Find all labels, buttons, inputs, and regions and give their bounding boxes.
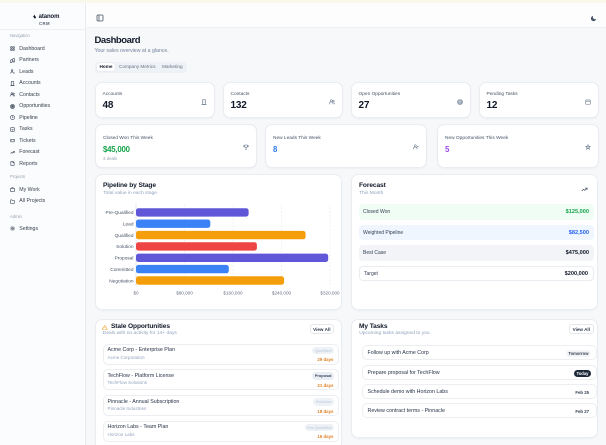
- svg-text:$0: $0: [133, 291, 139, 296]
- svg-text:$160,000: $160,000: [223, 291, 243, 296]
- svg-text:$320,000: $320,000: [320, 291, 340, 296]
- svg-text:Negotiation: Negotiation: [109, 278, 134, 284]
- svg-text:$240,000: $240,000: [272, 291, 292, 296]
- svg-text:Committed: Committed: [110, 267, 134, 273]
- svg-text:Pre-Qualified: Pre-Qualified: [106, 210, 134, 216]
- svg-text:$80,000: $80,000: [176, 291, 193, 296]
- svg-text:Qualified: Qualified: [115, 233, 134, 239]
- svg-text:Lead: Lead: [123, 222, 134, 228]
- svg-text:Proposal: Proposal: [115, 256, 134, 262]
- svg-text:Solution: Solution: [116, 244, 134, 250]
